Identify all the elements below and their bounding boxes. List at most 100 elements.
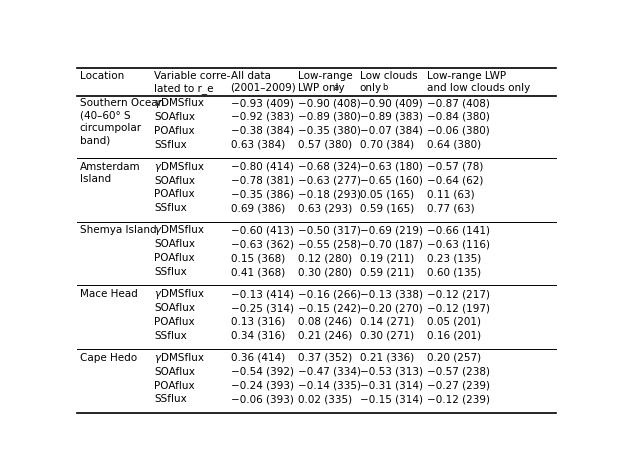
Text: −0.20 (270): −0.20 (270) (360, 303, 423, 313)
Text: −0.57 (78): −0.57 (78) (427, 162, 483, 172)
Text: −0.24 (393): −0.24 (393) (231, 381, 294, 391)
Text: −0.89 (383): −0.89 (383) (360, 112, 423, 122)
Text: −0.60 (413): −0.60 (413) (231, 226, 294, 236)
Text: −0.57 (238): −0.57 (238) (427, 367, 490, 377)
Text: 0.41 (368): 0.41 (368) (231, 267, 285, 277)
Text: −0.55 (258): −0.55 (258) (298, 239, 360, 249)
Text: −0.15 (314): −0.15 (314) (360, 394, 423, 404)
Text: 0.59 (165): 0.59 (165) (360, 203, 414, 213)
Text: 0.37 (352): 0.37 (352) (298, 353, 352, 363)
Text: −0.63 (362): −0.63 (362) (231, 239, 294, 249)
Text: 0.05 (165): 0.05 (165) (360, 189, 414, 200)
Text: −0.92 (383): −0.92 (383) (231, 112, 294, 122)
Text: −0.90 (409): −0.90 (409) (360, 98, 423, 108)
Text: 0.05 (201): 0.05 (201) (427, 317, 481, 327)
Text: SSflux: SSflux (154, 140, 187, 149)
Text: γ: γ (154, 162, 160, 172)
Text: 0.16 (201): 0.16 (201) (427, 331, 481, 341)
Text: POAflux: POAflux (154, 189, 195, 200)
Text: −0.80 (414): −0.80 (414) (231, 162, 294, 172)
Text: Low clouds
only: Low clouds only (360, 71, 417, 93)
Text: SSflux: SSflux (154, 331, 187, 341)
Text: Location: Location (80, 71, 124, 81)
Text: γ: γ (154, 226, 160, 236)
Text: 0.21 (246): 0.21 (246) (298, 331, 352, 341)
Text: DMSflux: DMSflux (161, 162, 203, 172)
Text: 0.23 (135): 0.23 (135) (427, 253, 481, 263)
Text: SOAflux: SOAflux (154, 367, 195, 377)
Text: Cape Hedo: Cape Hedo (80, 353, 137, 363)
Text: −0.68 (324): −0.68 (324) (298, 162, 360, 172)
Text: γ: γ (154, 289, 160, 299)
Text: DMSflux: DMSflux (161, 226, 203, 236)
Text: −0.31 (314): −0.31 (314) (360, 381, 423, 391)
Text: −0.54 (392): −0.54 (392) (231, 367, 294, 377)
Text: DMSflux: DMSflux (161, 98, 203, 108)
Text: −0.12 (239): −0.12 (239) (427, 394, 490, 404)
Text: −0.53 (313): −0.53 (313) (360, 367, 423, 377)
Text: −0.50 (317): −0.50 (317) (298, 226, 360, 236)
Text: SOAflux: SOAflux (154, 175, 195, 185)
Text: 0.08 (246): 0.08 (246) (298, 317, 352, 327)
Text: 0.21 (336): 0.21 (336) (360, 353, 414, 363)
Text: 0.36 (414): 0.36 (414) (231, 353, 285, 363)
Text: SOAflux: SOAflux (154, 303, 195, 313)
Text: −0.63 (116): −0.63 (116) (427, 239, 490, 249)
Text: 0.59 (211): 0.59 (211) (360, 267, 414, 277)
Text: SOAflux: SOAflux (154, 239, 195, 249)
Text: Amsterdam
Island: Amsterdam Island (80, 162, 140, 184)
Text: −0.14 (335): −0.14 (335) (298, 381, 360, 391)
Text: −0.06 (380): −0.06 (380) (427, 126, 489, 136)
Text: 0.63 (293): 0.63 (293) (298, 203, 352, 213)
Text: −0.89 (380): −0.89 (380) (298, 112, 360, 122)
Text: Variable corre-
lated to r_e: Variable corre- lated to r_e (154, 71, 231, 94)
Text: −0.07 (384): −0.07 (384) (360, 126, 423, 136)
Text: SSflux: SSflux (154, 203, 187, 213)
Text: −0.13 (414): −0.13 (414) (231, 289, 294, 299)
Text: −0.35 (380): −0.35 (380) (298, 126, 360, 136)
Text: DMSflux: DMSflux (161, 289, 203, 299)
Text: 0.14 (271): 0.14 (271) (360, 317, 414, 327)
Text: Low-range LWP
and low clouds only: Low-range LWP and low clouds only (427, 71, 530, 93)
Text: −0.63 (277): −0.63 (277) (298, 175, 360, 185)
Text: −0.38 (384): −0.38 (384) (231, 126, 294, 136)
Text: −0.06 (393): −0.06 (393) (231, 394, 294, 404)
Text: POAflux: POAflux (154, 317, 195, 327)
Text: −0.27 (239): −0.27 (239) (427, 381, 490, 391)
Text: −0.90 (408): −0.90 (408) (298, 98, 360, 108)
Text: 0.63 (384): 0.63 (384) (231, 140, 285, 149)
Text: −0.84 (380): −0.84 (380) (427, 112, 489, 122)
Text: Southern Ocean
(40–60° S
circumpolar
band): Southern Ocean (40–60° S circumpolar ban… (80, 98, 164, 145)
Text: −0.78 (381): −0.78 (381) (231, 175, 294, 185)
Text: 0.13 (316): 0.13 (316) (231, 317, 285, 327)
Text: −0.70 (187): −0.70 (187) (360, 239, 423, 249)
Text: γ: γ (154, 353, 160, 363)
Text: 0.60 (135): 0.60 (135) (427, 267, 481, 277)
Text: 0.30 (280): 0.30 (280) (298, 267, 352, 277)
Text: b: b (382, 83, 387, 92)
Text: −0.16 (266): −0.16 (266) (298, 289, 360, 299)
Text: −0.47 (334): −0.47 (334) (298, 367, 360, 377)
Text: −0.15 (242): −0.15 (242) (298, 303, 360, 313)
Text: DMSflux: DMSflux (161, 353, 203, 363)
Text: −0.66 (141): −0.66 (141) (427, 226, 490, 236)
Text: 0.34 (316): 0.34 (316) (231, 331, 285, 341)
Text: 0.77 (63): 0.77 (63) (427, 203, 475, 213)
Text: 0.12 (280): 0.12 (280) (298, 253, 352, 263)
Text: SOAflux: SOAflux (154, 112, 195, 122)
Text: POAflux: POAflux (154, 381, 195, 391)
Text: −0.87 (408): −0.87 (408) (427, 98, 489, 108)
Text: 0.02 (335): 0.02 (335) (298, 394, 352, 404)
Text: −0.18 (293): −0.18 (293) (298, 189, 360, 200)
Text: 0.11 (63): 0.11 (63) (427, 189, 475, 200)
Text: −0.12 (217): −0.12 (217) (427, 289, 490, 299)
Text: Low-range
LWP only: Low-range LWP only (298, 71, 352, 93)
Text: a: a (333, 83, 338, 92)
Text: −0.13 (338): −0.13 (338) (360, 289, 423, 299)
Text: SSflux: SSflux (154, 394, 187, 404)
Text: Mace Head: Mace Head (80, 289, 137, 299)
Text: 0.19 (211): 0.19 (211) (360, 253, 414, 263)
Text: γ: γ (154, 98, 160, 108)
Text: POAflux: POAflux (154, 253, 195, 263)
Text: 0.69 (386): 0.69 (386) (231, 203, 285, 213)
